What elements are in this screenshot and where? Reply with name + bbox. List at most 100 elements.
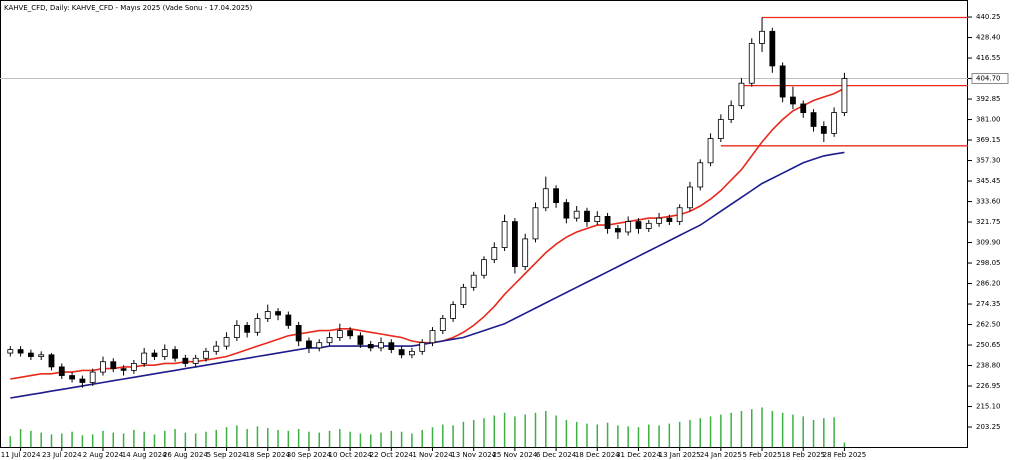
- candle-body: [645, 222, 652, 229]
- candle-body: [151, 352, 158, 357]
- candle-body: [409, 350, 415, 356]
- candle-body: [182, 357, 189, 364]
- candle-body: [810, 112, 817, 127]
- candle-body: [676, 207, 683, 222]
- x-tick-label: 18 Dec 2024: [575, 451, 620, 459]
- candle-body: [759, 30, 765, 44]
- candle-body: [254, 318, 261, 333]
- candle-body: [820, 126, 827, 134]
- candle-body: [367, 344, 374, 349]
- candle-body: [790, 96, 796, 105]
- x-tick-label: 18 Feb 2025: [781, 451, 825, 459]
- candle-body: [130, 363, 137, 371]
- candle-body: [707, 138, 714, 164]
- candle-body: [306, 340, 312, 349]
- x-tick-label: 26 Aug 2024: [163, 451, 208, 459]
- y-tick-label: 321.75: [976, 218, 1001, 226]
- candle-body: [100, 361, 106, 373]
- candle-body: [491, 247, 498, 261]
- moving-average: [10, 87, 845, 380]
- x-tick-label: 13 Nov 2024: [451, 451, 496, 459]
- x-tick-label: 2 Aug 2024: [83, 451, 124, 459]
- candle-body: [192, 357, 199, 364]
- candle-body: [326, 337, 333, 344]
- candle-body: [841, 78, 848, 114]
- candle-body: [69, 375, 75, 380]
- candle-body: [429, 330, 436, 344]
- candle-body: [120, 368, 127, 371]
- candle-body: [17, 349, 24, 354]
- y-tick-label: 440.25: [976, 13, 1001, 21]
- candle-body: [748, 43, 755, 84]
- candle-body: [419, 342, 426, 352]
- x-tick-label: 11 Jul 2024: [1, 451, 41, 459]
- y-tick-label: 357.30: [976, 157, 1001, 165]
- candle-body: [357, 335, 364, 345]
- candle-body: [594, 216, 601, 222]
- y-tick-label: 203.25: [976, 423, 1001, 431]
- x-tick-label: 28 Feb 2025: [823, 451, 867, 459]
- candle-body: [316, 342, 323, 349]
- candle-body: [831, 112, 838, 134]
- y-tick-label: 428.40: [976, 34, 1001, 42]
- candle-body: [89, 371, 96, 383]
- y-tick-label: 238.80: [976, 362, 1001, 370]
- candle-body: [717, 119, 724, 139]
- candle-body: [563, 202, 570, 219]
- y-tick-label: 298.05: [976, 259, 1001, 267]
- candle-body: [58, 366, 65, 376]
- candle-body: [233, 324, 240, 338]
- candle-body: [769, 30, 776, 67]
- x-tick-label: 30 Sep 2024: [287, 451, 332, 459]
- y-tick-label: 416.55: [976, 54, 1001, 62]
- x-tick-label: 1 Nov 2024: [412, 451, 453, 459]
- y-tick-label: 286.20: [976, 280, 1001, 288]
- y-tick-label: 381.00: [976, 116, 1001, 124]
- candle-body: [378, 342, 384, 349]
- candle-body: [213, 345, 220, 352]
- candle-body: [244, 324, 251, 333]
- y-tick-label: 392.85: [976, 95, 1001, 103]
- x-tick-label: 5 Sep 2024: [207, 451, 247, 459]
- candle-body: [728, 105, 735, 120]
- x-tick-label: 14 Aug 2024: [122, 451, 167, 459]
- candle-body: [553, 188, 559, 203]
- y-tick-label: 274.35: [976, 300, 1001, 308]
- candle-body: [460, 286, 467, 306]
- candle-body: [666, 217, 673, 222]
- candle-body: [532, 207, 539, 240]
- candle-body: [295, 324, 302, 342]
- y-tick-label: 333.60: [976, 198, 1001, 206]
- candle-body: [687, 186, 693, 209]
- candle-body: [7, 349, 14, 354]
- x-tick-label: 6 Dec 2024: [536, 451, 577, 459]
- candle-body: [223, 337, 230, 347]
- x-tick-label: 31 Dec 2024: [616, 451, 661, 459]
- y-tick-label: 250.65: [976, 341, 1001, 349]
- candle-body: [511, 221, 518, 267]
- candle-body: [800, 103, 807, 114]
- candle-body: [542, 188, 549, 209]
- candle-body: [522, 238, 529, 267]
- candle-body: [573, 210, 580, 219]
- candle-body: [738, 82, 745, 107]
- y-tick-label: 226.95: [976, 382, 1001, 390]
- candle-body: [203, 350, 209, 359]
- y-tick-label: 369.15: [976, 136, 1001, 144]
- candle-body: [141, 352, 148, 364]
- candle-body: [656, 217, 662, 224]
- candle-body: [697, 162, 704, 188]
- plot-frame: [0, 0, 968, 448]
- candle-body: [275, 311, 281, 316]
- y-tick-label: 262.50: [976, 321, 1001, 329]
- candle-body: [604, 216, 611, 229]
- candle-body: [614, 228, 621, 233]
- candle-body: [470, 274, 477, 288]
- candle-body: [285, 314, 292, 326]
- x-tick-label: 22 Oct 2024: [370, 451, 414, 459]
- candle-body: [625, 221, 632, 233]
- last-price-box: [971, 73, 1009, 85]
- moving-average: [10, 151, 845, 399]
